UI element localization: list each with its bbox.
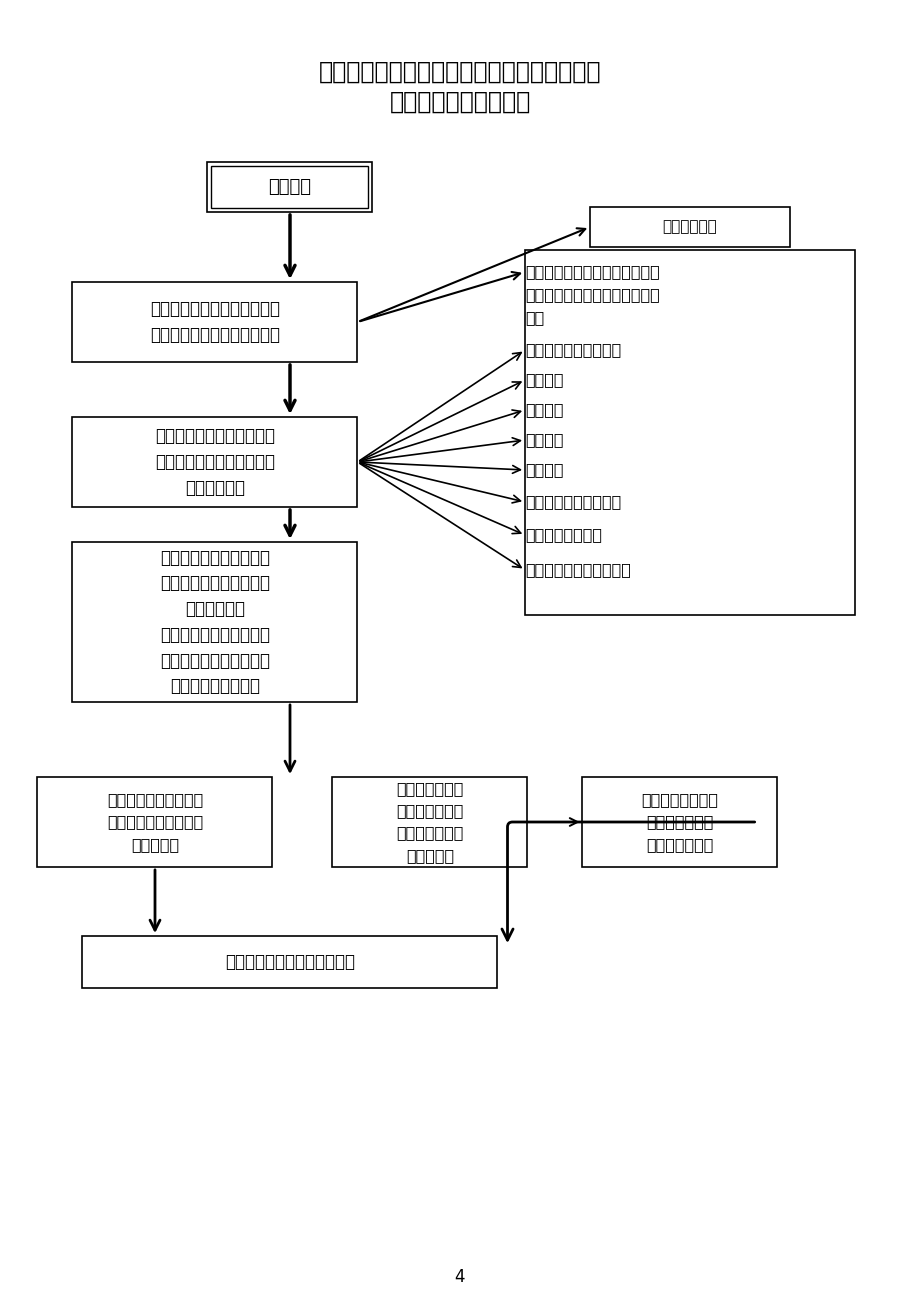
Text: 民航华东地区管
理局（规划处）
向民航局上报行
业审查意见: 民航华东地区管 理局（规划处） 向民航局上报行 业审查意见 [396,781,463,863]
Bar [73,283,357,362]
Text: 可研阶段: 可研阶段 [268,178,312,197]
Text: 城市规划: 城市规划 [525,402,562,418]
Text: 审批单位委托工程咨询
公司进行项目评审并出
具评审意见: 审批单位委托工程咨询 公司进行项目评审并出 具评审意见 [107,793,203,852]
Text: 国土资源预审意见: 国土资源预审意见 [525,527,601,543]
Text: 新建机场国家发改委批准
改扩建项目国家发改委或
民航总局批准
扩建军民合用机场由国务
院投资主管部门或民航会
同军队有关部门批准: 新建机场国家发改委批准 改扩建项目国家发改委或 民航总局批准 扩建军民合用机场由… [160,548,269,695]
Text: 项目法人（或地方政府）委托
具有相应资质的单位编制报告: 项目法人（或地方政府）委托 具有相应资质的单位编制报告 [150,299,279,344]
Text: 地震、供电、水利等部门: 地震、供电、水利等部门 [525,562,630,578]
Bar [83,936,497,988]
Bar [582,777,777,867]
Bar [211,165,369,208]
Text: 可研报批程序（从预可研到可研大概半年，可: 可研报批程序（从预可研到可研大概半年，可 [318,60,601,85]
Text: 设计: 设计 [525,310,544,326]
Text: 4: 4 [454,1268,465,1286]
Text: 文物保护: 文物保护 [525,462,562,478]
Text: 民航局（规划司）
向国家发改委上
报行业审查意见: 民航局（规划司） 向国家发改委上 报行业审查意见 [641,793,718,852]
Text: 能分析设计、一发失效应急程序: 能分析设计、一发失效应急程序 [525,288,659,302]
Bar [589,207,789,247]
Text: 编制可研报告: 编制可研报告 [662,220,717,234]
Bar [208,161,372,212]
Text: 交通市政: 交通市政 [525,432,562,448]
Text: 环境影响评价文件批复: 环境影响评价文件批复 [525,495,620,509]
Bar [73,417,357,506]
Text: 项目法人（或地方政府）取
得有关部门的书面意见上报
项目审批单位: 项目法人（或地方政府）取 得有关部门的书面意见上报 项目审批单位 [154,427,275,497]
Text: 项目审批单位对项目进行批复: 项目审批单位对项目进行批复 [225,953,355,971]
Bar [38,777,272,867]
Bar [525,250,854,615]
Text: 当地政府: 当地政府 [525,372,562,388]
Bar [73,542,357,702]
Text: 空域所属军方主管部门: 空域所属军方主管部门 [525,342,620,358]
Text: 编制场址飞行程序设计、飞机性: 编制场址飞行程序设计、飞机性 [525,264,659,280]
Bar [332,777,527,867]
Text: 研报告获批大概一年）: 研报告获批大概一年） [389,90,530,115]
